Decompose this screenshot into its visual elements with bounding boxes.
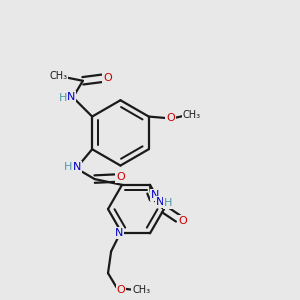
Text: N: N xyxy=(72,162,81,172)
Text: O: O xyxy=(178,216,187,226)
Text: O: O xyxy=(116,172,125,182)
Text: H: H xyxy=(58,93,67,103)
Text: H: H xyxy=(64,162,72,172)
Text: H: H xyxy=(164,198,172,208)
Text: N: N xyxy=(151,190,159,200)
Text: N: N xyxy=(115,228,123,238)
Text: O: O xyxy=(103,73,112,83)
Text: CH₃: CH₃ xyxy=(132,285,150,295)
Text: O: O xyxy=(117,285,125,295)
Text: N: N xyxy=(155,197,164,207)
Text: N: N xyxy=(67,92,76,102)
Text: O: O xyxy=(166,113,175,123)
Text: CH₃: CH₃ xyxy=(183,110,201,120)
Text: CH₃: CH₃ xyxy=(50,71,68,81)
